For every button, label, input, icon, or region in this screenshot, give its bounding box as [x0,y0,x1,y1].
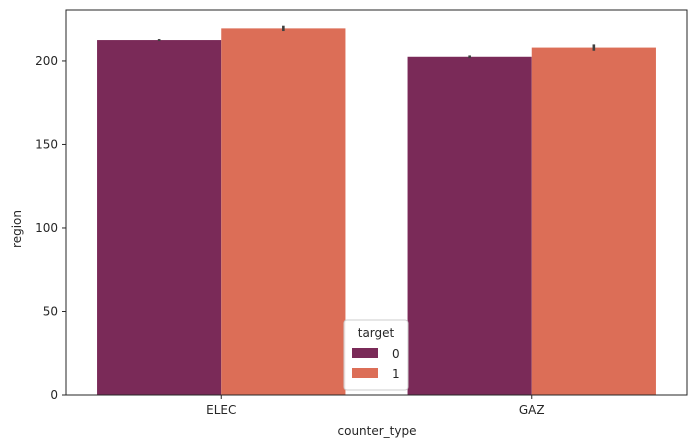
legend-label-target-0: 0 [392,347,400,361]
y-tick-label-50: 50 [43,304,58,318]
y-tick-label-0: 0 [50,388,58,402]
bar-gaz-target-1 [531,47,656,395]
axes: ELEC GAZ 0 50 100 150 200 [35,9,688,417]
x-axis-label: counter_type [338,424,417,438]
bar-gaz-target-0 [407,56,532,396]
y-tick-label-150: 150 [35,137,58,151]
y-axis-label: region [10,210,24,248]
y-tick-label-100: 100 [35,221,58,235]
legend-swatch-target-1 [352,368,378,378]
y-tick-label-200: 200 [35,54,58,68]
legend: target 0 1 [343,319,409,391]
legend-swatch-target-0 [352,348,378,358]
legend-title: target [358,326,395,340]
legend-label-target-1: 1 [392,367,400,381]
bar-elec-target-0 [97,40,222,396]
bar-elec-target-1 [221,28,346,395]
plot-area [97,25,656,396]
x-tick-label-gaz: GAZ [519,403,545,417]
plot-frame [65,9,688,396]
x-tick-label-elec: ELEC [206,403,236,417]
